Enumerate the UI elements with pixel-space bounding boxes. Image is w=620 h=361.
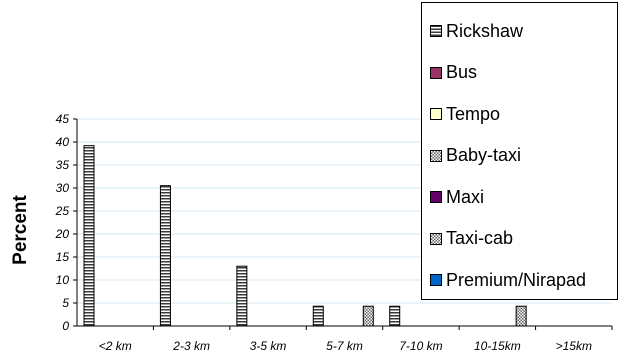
bar-taxi-cab xyxy=(362,305,374,327)
legend-item: Bus xyxy=(430,61,477,85)
y-tick-label: 35 xyxy=(56,158,70,172)
x-tick-label: 10-15km xyxy=(474,339,521,353)
y-tick-label: 40 xyxy=(56,135,70,149)
x-tick-label: <2 km xyxy=(99,339,132,353)
x-tick-label: 7-10 km xyxy=(399,339,442,353)
bar-rickshaw xyxy=(159,185,171,327)
legend-item: Rickshaw xyxy=(430,19,523,43)
legend-swatch xyxy=(430,274,442,286)
x-tick-label: 5-7 km xyxy=(326,339,363,353)
legend-item: Taxi-cab xyxy=(430,227,513,251)
bar-rickshaw xyxy=(312,305,324,327)
bar-taxi-cab xyxy=(515,305,527,327)
legend-label: Premium/Nirapad xyxy=(446,269,587,290)
x-tick-label: 3-5 km xyxy=(250,339,287,353)
y-axis-label: Percent xyxy=(10,194,31,264)
legend-swatch xyxy=(430,149,442,162)
bar-rickshaw xyxy=(389,305,401,327)
legend-swatch xyxy=(430,108,442,120)
y-tick-label: 20 xyxy=(55,227,70,241)
y-tick-label: 5 xyxy=(62,296,69,310)
legend-label: Maxi xyxy=(446,186,485,207)
legend-swatch xyxy=(430,25,442,37)
bar-rickshaw xyxy=(236,265,248,327)
legend-item: Baby-taxi xyxy=(430,144,521,168)
legend-label: Tempo xyxy=(446,103,501,124)
chart-legend: Rickshaw Bus Tempo Baby-taxi Maxi Taxi-cab Pre… xyxy=(421,2,618,300)
legend-swatch xyxy=(430,232,442,245)
y-tick-label: 30 xyxy=(56,181,70,195)
y-tick-label: 15 xyxy=(56,250,70,264)
legend-swatch xyxy=(430,66,442,79)
legend-label: Bus xyxy=(446,62,478,82)
legend-item: Premium/Nirapad xyxy=(430,268,586,292)
legend-swatch xyxy=(430,191,442,203)
y-tick-label: 45 xyxy=(56,112,70,126)
axes: 0 5 10 15 20 25 30 35 40 45 <2 km 2-3 km 3-5 km 5-7 k… xyxy=(55,112,613,353)
legend-label: Baby-taxi xyxy=(446,145,522,165)
legend-label: Taxi-cab xyxy=(446,228,514,248)
legend-label: Rickshaw xyxy=(446,20,524,41)
y-tick-label: 0 xyxy=(62,319,69,333)
y-tick-label: 10 xyxy=(56,273,70,287)
legend-item: Maxi xyxy=(430,185,484,209)
y-tick-label: 25 xyxy=(55,204,70,218)
x-tick-label: 2-3 km xyxy=(172,339,210,353)
bar-rickshaw xyxy=(83,145,95,327)
legend-item: Tempo xyxy=(430,102,500,126)
x-tick-label: >15km xyxy=(556,339,592,353)
